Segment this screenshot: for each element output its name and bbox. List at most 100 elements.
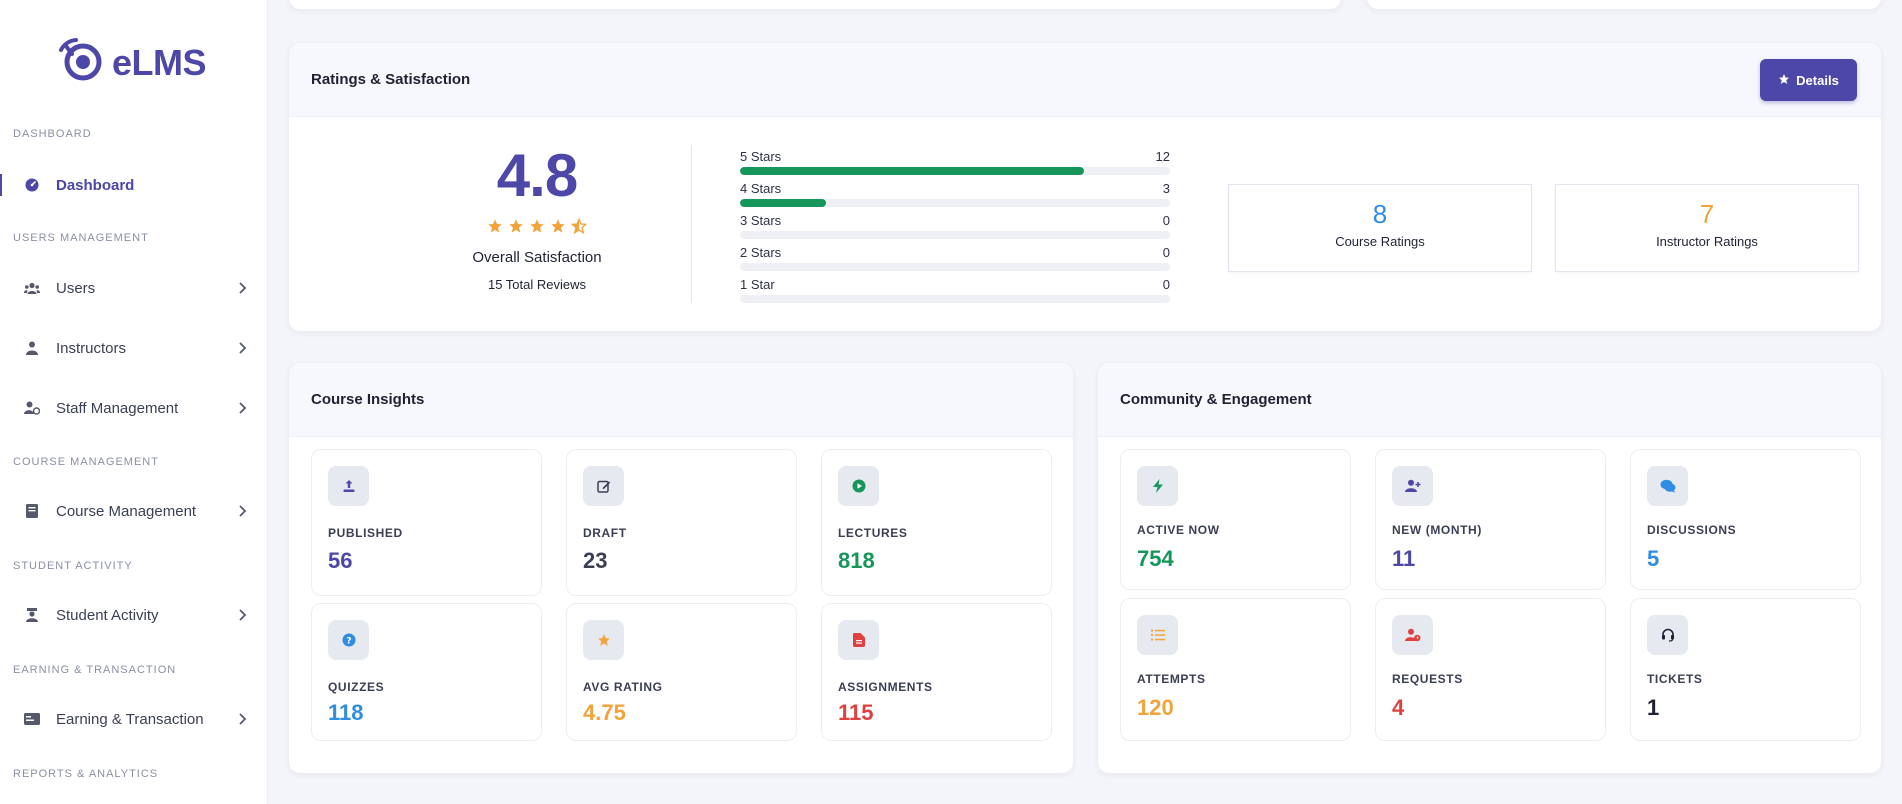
- tile-draft[interactable]: DRAFT 23: [566, 449, 797, 596]
- sidebar-item-instructors[interactable]: Instructors: [0, 328, 268, 368]
- instructor-ratings-box: 7 Instructor Ratings: [1555, 184, 1859, 272]
- app-logo[interactable]: eLMS: [56, 36, 207, 89]
- tile-label: ATTEMPTS: [1137, 672, 1206, 686]
- overall-satisfaction-label: Overall Satisfaction: [472, 249, 602, 266]
- headset-icon: [1647, 615, 1688, 655]
- tile-published[interactable]: PUBLISHED 56: [311, 449, 542, 596]
- tile-lectures[interactable]: LECTURES 818: [821, 449, 1052, 596]
- tile-value: 23: [583, 548, 608, 573]
- sidebar-item-label: Course Management: [56, 502, 197, 520]
- tile-requests[interactable]: REQUESTS 4: [1375, 598, 1606, 741]
- sidebar-item-dashboard[interactable]: Dashboard: [0, 165, 268, 205]
- chevron-right-icon: [234, 400, 250, 416]
- tile-value: 115: [838, 700, 874, 725]
- sidebar-item-label: Dashboard: [56, 176, 135, 194]
- tile-quizzes[interactable]: ? QUIZZES 118: [311, 603, 542, 741]
- tile-new-month[interactable]: NEW (MONTH) 11: [1375, 449, 1606, 590]
- tile-attempts[interactable]: ATTEMPTS 120: [1120, 598, 1351, 741]
- tile-label: PUBLISHED: [328, 526, 403, 540]
- course-ratings-label: Course Ratings: [1335, 234, 1425, 249]
- star-icon: [550, 218, 566, 239]
- tile-label: LECTURES: [838, 526, 908, 540]
- nav-section-users: USERS MANAGEMENT: [13, 232, 149, 244]
- nav-section-reports: REPORTS & ANALYTICS: [13, 768, 159, 780]
- gauge-icon: [24, 177, 40, 193]
- rating-row-count: 0: [1162, 245, 1170, 260]
- rating-row-count: 12: [1155, 149, 1170, 164]
- details-button[interactable]: Details: [1760, 59, 1857, 101]
- tile-label: DRAFT: [583, 526, 627, 540]
- sidebar-item-course-management[interactable]: Course Management: [0, 491, 268, 531]
- star-rating: [452, 217, 622, 239]
- user-plus-icon: [1392, 466, 1433, 506]
- sidebar-item-earning-transaction[interactable]: Earning & Transaction: [0, 699, 268, 739]
- tile-value: 118: [328, 700, 364, 725]
- sidebar-item-student-activity[interactable]: Student Activity: [0, 595, 268, 635]
- sidebar-item-label: Staff Management: [56, 399, 179, 417]
- ratings-card: Ratings & Satisfaction Details 4.8 Overa…: [288, 42, 1882, 332]
- nav-section-student: STUDENT ACTIVITY: [13, 560, 133, 572]
- instructor-icon: [24, 340, 40, 356]
- ratings-title: Ratings & Satisfaction: [311, 71, 471, 88]
- question-icon: ?: [328, 620, 369, 660]
- instructor-ratings-label: Instructor Ratings: [1656, 234, 1758, 249]
- comments-icon: [1647, 466, 1688, 506]
- bolt-icon: [1137, 466, 1178, 506]
- rating-row-label: 4 Stars: [740, 181, 782, 196]
- tile-label: QUIZZES: [328, 680, 385, 694]
- overall-score: 4.8: [496, 142, 578, 209]
- sidebar-item-label: Earning & Transaction: [56, 710, 204, 728]
- tile-label: AVG RATING: [583, 680, 663, 694]
- file-icon: [838, 620, 879, 660]
- community-title: Community & Engagement: [1120, 391, 1312, 408]
- tile-value: 11: [1392, 546, 1416, 571]
- sidebar-item-users[interactable]: Users: [0, 268, 268, 308]
- chevron-right-icon: [234, 711, 250, 727]
- rating-bar-track: [740, 231, 1170, 239]
- sidebar-item-label: Users: [56, 279, 96, 297]
- sidebar-item-staff-management[interactable]: Staff Management: [0, 388, 268, 428]
- course-insights-header: Course Insights: [289, 363, 1073, 437]
- community-header: Community & Engagement: [1098, 363, 1881, 437]
- play-icon: [838, 466, 879, 506]
- course-insights-card: Course Insights PUBLISHED 56 DRAFT 23 LE…: [288, 362, 1074, 774]
- community-card: Community & Engagement ACTIVE NOW 754 NE…: [1097, 362, 1882, 774]
- rating-bar-track: [740, 295, 1170, 303]
- student-icon: [24, 607, 40, 623]
- tile-active-now[interactable]: ACTIVE NOW 754: [1120, 449, 1351, 590]
- top-card-left: [288, 0, 1342, 10]
- tile-value: 120: [1137, 695, 1174, 720]
- course-insights-title: Course Insights: [311, 391, 425, 408]
- sidebar-item-label: Instructors: [56, 339, 127, 357]
- rating-row-label: 1 Star: [740, 277, 775, 292]
- star-icon: [583, 620, 624, 660]
- upload-icon: [328, 466, 369, 506]
- tile-label: TICKETS: [1647, 672, 1703, 686]
- staff-icon: [24, 400, 40, 416]
- tile-label: DISCUSSIONS: [1647, 523, 1737, 537]
- book-icon: [24, 503, 40, 519]
- tile-tickets[interactable]: TICKETS 1: [1630, 598, 1861, 741]
- rating-row-count: 0: [1162, 213, 1170, 228]
- instructor-ratings-value: 7: [1699, 199, 1715, 229]
- rating-bar-track: [740, 199, 1170, 207]
- money-icon: [24, 711, 40, 727]
- edit-icon: [583, 466, 624, 506]
- sidebar-item-label: Student Activity: [56, 606, 159, 624]
- sidebar: eLMS DASHBOARD Dashboard USERS MANAGEMEN…: [0, 0, 268, 804]
- nav-section-course: COURSE MANAGEMENT: [13, 456, 159, 468]
- tile-discussions[interactable]: DISCUSSIONS 5: [1630, 449, 1861, 590]
- tile-avg-rating[interactable]: AVG RATING 4.75: [566, 603, 797, 741]
- tile-value: 1: [1647, 695, 1660, 720]
- tile-assignments[interactable]: ASSIGNMENTS 115: [821, 603, 1052, 741]
- rating-row-count: 3: [1162, 181, 1170, 196]
- chevron-right-icon: [234, 503, 250, 519]
- tile-value: 56: [328, 548, 353, 573]
- tile-value: 4.75: [583, 700, 626, 725]
- nav-section-earning: EARNING & TRANSACTION: [13, 664, 177, 676]
- rating-row-count: 0: [1162, 277, 1170, 292]
- star-icon: [529, 218, 545, 239]
- tile-label: ACTIVE NOW: [1137, 523, 1220, 537]
- tile-label: REQUESTS: [1392, 672, 1463, 686]
- rating-row-label: 2 Stars: [740, 245, 782, 260]
